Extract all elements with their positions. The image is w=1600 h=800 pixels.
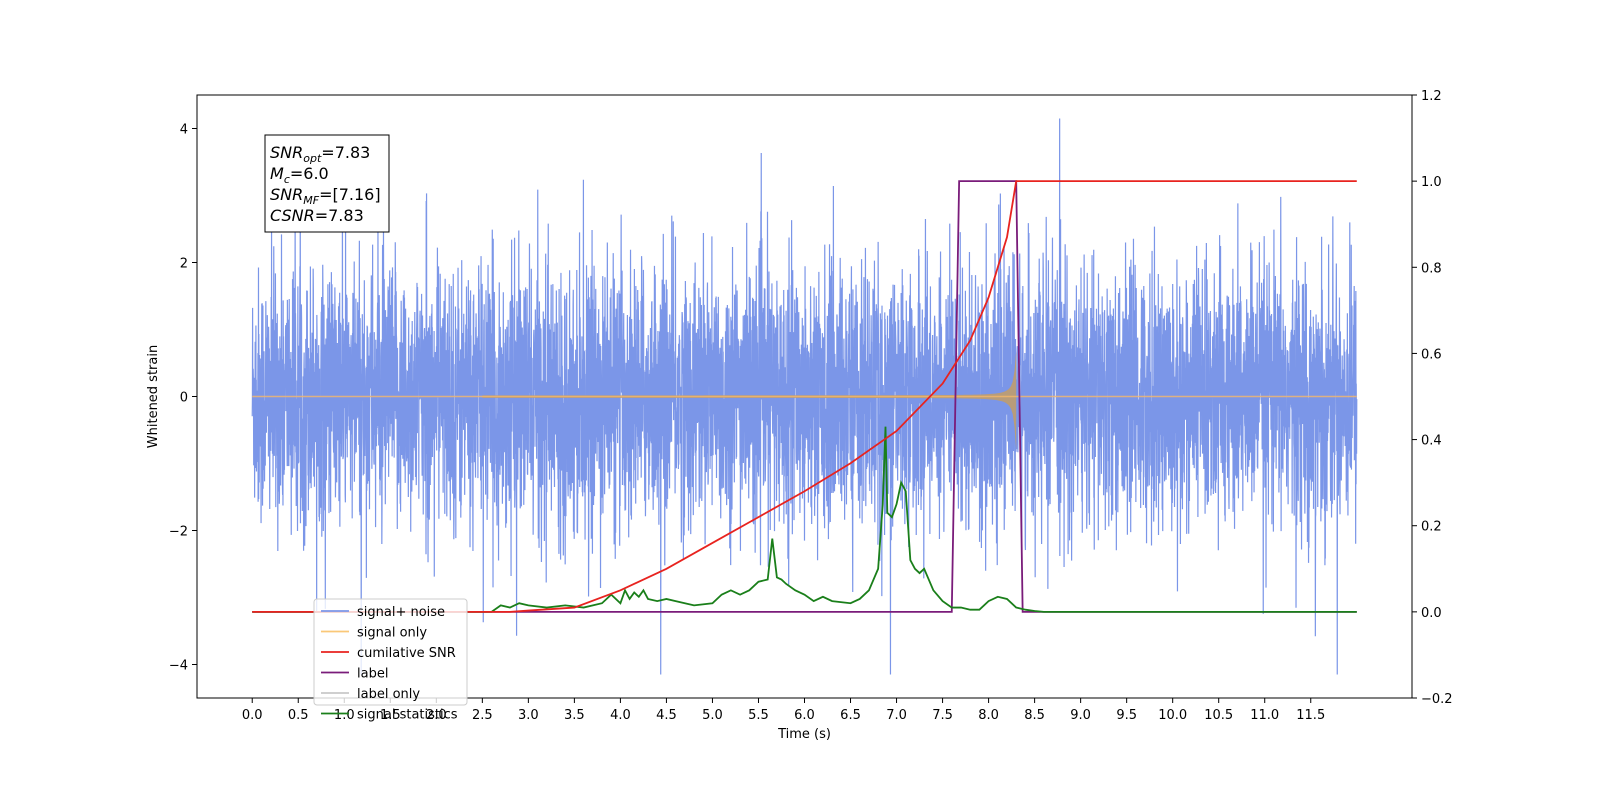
x-tick-label: 3.0 bbox=[518, 708, 539, 723]
annotation-line: Mc=6.0 bbox=[270, 164, 329, 186]
legend-entry: signal+ noise bbox=[357, 605, 445, 620]
cumulative-snr-line bbox=[252, 180, 1357, 613]
y2-tick-label: 0.0 bbox=[1421, 606, 1442, 621]
x-tick-label: 5.5 bbox=[748, 708, 769, 723]
legend: signal+ noise signal only cumilative SNR la… bbox=[313, 598, 468, 723]
x-tick-label: 1.0 bbox=[334, 708, 355, 723]
legend-entry: label only bbox=[357, 687, 420, 702]
y-axis-right: −0.2 0.0 0.2 0.4 0.6 0.8 1.0 1.2 bbox=[1412, 89, 1453, 707]
x-tick-label: 10.5 bbox=[1204, 708, 1233, 723]
y-tick-label: 4 bbox=[180, 123, 188, 138]
x-tick-label: 6.0 bbox=[794, 708, 815, 723]
signal-only-series bbox=[252, 350, 1357, 451]
y2-tick-label: −0.2 bbox=[1421, 692, 1453, 707]
x-tick-label: 9.0 bbox=[1070, 708, 1091, 723]
x-tick-label: 0.0 bbox=[242, 708, 263, 723]
legend-entry: label bbox=[357, 667, 388, 682]
legend-entry: cumilative SNR bbox=[357, 646, 456, 661]
y2-tick-label: 0.8 bbox=[1421, 261, 1442, 276]
annotation-line: SNRopt=7.83 bbox=[270, 143, 370, 165]
x-tick-label: 11.5 bbox=[1296, 708, 1325, 723]
x-tick-label: 2.0 bbox=[426, 708, 447, 723]
x-tick-label: 6.5 bbox=[840, 708, 861, 723]
signal-statistics-line bbox=[252, 426, 1357, 613]
x-tick-label: 11.0 bbox=[1250, 708, 1279, 723]
y2-tick-label: 1.2 bbox=[1421, 89, 1442, 104]
y2-tick-label: 0.2 bbox=[1421, 520, 1442, 535]
y2-tick-label: 1.0 bbox=[1421, 175, 1442, 190]
legend-entry: signal only bbox=[357, 626, 427, 641]
x-axis-label: Time (s) bbox=[777, 727, 831, 742]
x-tick-label: 0.5 bbox=[288, 708, 309, 723]
annotation-box-frame bbox=[264, 134, 390, 233]
legend-entry: signal statistics bbox=[357, 708, 458, 723]
signal-plus-noise-line bbox=[251, 118, 1358, 675]
y-tick-label: −2 bbox=[169, 525, 188, 540]
annotation-line: SNRMF=[7.16] bbox=[270, 185, 381, 207]
y-axis-left: −4 −2 0 2 4 bbox=[169, 123, 197, 674]
x-tick-label: 7.5 bbox=[932, 708, 953, 723]
legend-frame bbox=[313, 598, 468, 706]
y-tick-label: −4 bbox=[169, 659, 188, 674]
right-axis-series bbox=[252, 180, 1357, 613]
y2-tick-label: 0.6 bbox=[1421, 347, 1442, 362]
x-tick-label: 8.0 bbox=[978, 708, 999, 723]
x-tick-label: 8.5 bbox=[1024, 708, 1045, 723]
x-tick-label: 1.5 bbox=[380, 708, 401, 723]
y2-tick-label: 0.4 bbox=[1421, 434, 1442, 449]
x-tick-label: 10.0 bbox=[1158, 708, 1187, 723]
y-axis-label: Whitened strain bbox=[146, 345, 161, 448]
x-tick-label: 7.0 bbox=[886, 708, 907, 723]
y-tick-label: 2 bbox=[180, 257, 188, 272]
x-tick-label: 2.5 bbox=[472, 708, 493, 723]
signal-plus-noise-series bbox=[251, 118, 1358, 675]
x-tick-label: 3.5 bbox=[564, 708, 585, 723]
x-tick-label: 9.5 bbox=[1116, 708, 1137, 723]
y-tick-label: 0 bbox=[180, 391, 188, 406]
x-axis: 0.0 0.5 1.0 1.5 2.0 2.5 3.0 3.5 4.0 4.5 5.0 5.5 6.0 6… bbox=[242, 698, 1325, 723]
x-tick-label: 4.5 bbox=[656, 708, 677, 723]
annotation-line: CSNR=7.83 bbox=[270, 206, 364, 225]
x-tick-label: 5.0 bbox=[702, 708, 723, 723]
x-tick-label: 4.0 bbox=[610, 708, 631, 723]
